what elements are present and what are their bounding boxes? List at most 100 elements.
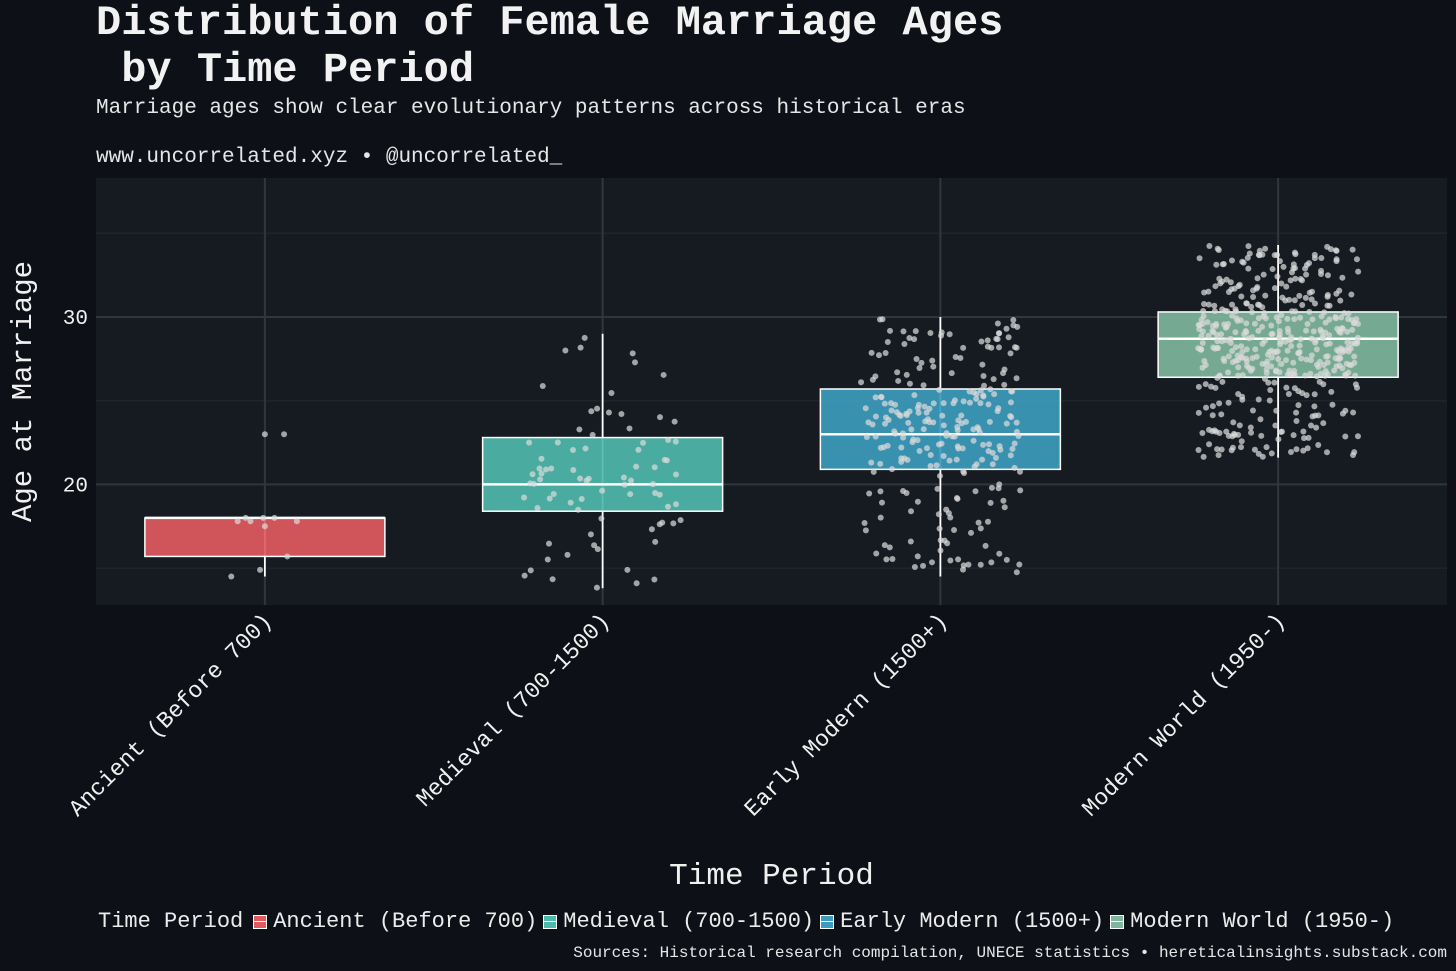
data-point [981,382,988,389]
data-point [608,389,615,396]
data-point [293,518,300,525]
data-point [887,327,894,334]
data-point [996,443,1003,450]
data-point [987,386,994,393]
data-point [1220,261,1227,268]
data-point [1303,271,1310,278]
data-point [1011,440,1018,447]
data-point [978,338,985,345]
data-point [980,372,987,379]
data-point [591,542,598,549]
data-point [975,425,982,432]
data-point [1284,347,1291,354]
data-point [901,455,908,462]
data-point [1301,435,1308,442]
data-point [872,413,879,420]
data-point [920,426,927,433]
data-point [933,462,940,469]
data-point [284,553,291,560]
data-point [1283,283,1290,290]
data-point [1248,429,1255,436]
data-point [938,440,945,447]
data-point [1328,388,1335,395]
data-point [1323,341,1330,348]
data-point [944,540,951,547]
data-point [888,407,895,414]
data-point [979,361,986,368]
data-point [891,428,898,435]
data-point [649,481,656,488]
data-point [1225,353,1232,360]
data-point [527,567,534,574]
data-point [1316,358,1323,365]
data-point [863,433,870,440]
data-point [581,334,588,341]
data-point [1344,328,1351,335]
data-point [1198,346,1205,353]
data-point [620,474,627,481]
data-point [651,576,658,583]
data-point [892,401,899,408]
data-point [672,438,679,445]
data-point [1196,255,1203,262]
data-point [877,488,884,495]
data-point [1200,453,1207,460]
x-tick-label: Modern World (1950-) [1077,609,1291,823]
data-point [1303,262,1310,269]
data-point [1308,352,1315,359]
data-point [881,542,888,549]
data-point [1239,258,1246,265]
data-point [1315,442,1322,449]
data-point [1308,335,1315,342]
data-point [652,489,659,496]
data-point [261,523,268,530]
data-point [953,456,960,463]
data-point [903,410,910,417]
data-point [599,487,606,494]
x-axis-title: Time Period [669,859,874,894]
data-point [984,518,991,525]
data-point [1302,294,1309,301]
sources-note: Sources: Historical research compilation… [573,944,1447,962]
data-point [1303,392,1310,399]
data-point [665,436,672,443]
data-point [894,369,901,376]
data-point [1326,316,1333,323]
data-point [1214,446,1221,453]
data-point [973,395,980,402]
data-point [1342,433,1349,440]
data-point [1245,265,1252,272]
data-point [1323,449,1330,456]
data-point [1329,401,1336,408]
data-point [1302,372,1309,379]
data-point [578,496,585,503]
data-point [905,419,912,426]
data-point [960,398,967,405]
legend-key-ancient [253,914,268,929]
data-point [1243,346,1250,353]
data-point [970,426,977,433]
data-point [1339,274,1346,281]
data-point [1224,308,1231,315]
data-point [1201,300,1208,307]
data-point [1280,263,1287,270]
data-point [593,584,600,591]
data-point [1306,308,1313,315]
data-point [670,520,677,527]
data-point [889,466,896,473]
data-point [1216,372,1223,379]
data-point [539,382,546,389]
data-point [577,344,584,351]
legend-item-medieval: Medieval (700-1500) [543,909,814,934]
data-point [1271,349,1278,356]
data-point [1015,432,1022,439]
data-point [936,472,943,479]
data-point [1283,384,1290,391]
data-point [1339,325,1346,332]
data-point [1351,353,1358,360]
legend-item-modern-world: Modern World (1950-) [1110,909,1394,934]
data-point [1327,246,1334,253]
data-point [1293,446,1300,453]
data-point [1251,320,1258,327]
